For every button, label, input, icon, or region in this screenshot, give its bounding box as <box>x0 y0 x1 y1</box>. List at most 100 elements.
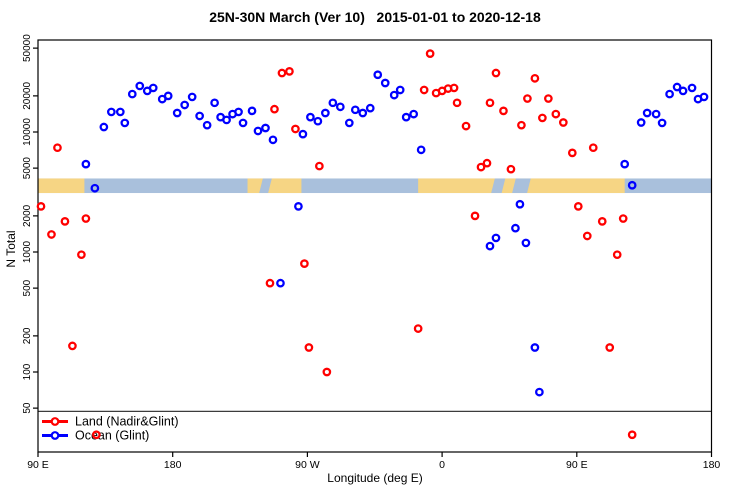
scatter-point-land <box>485 98 495 108</box>
x-tick-label: 90 E <box>566 459 588 471</box>
scatter-point-land <box>60 217 70 226</box>
map-band-water-cut <box>491 178 506 194</box>
y-tick-label: 5000 <box>22 157 33 180</box>
legend-marker <box>50 431 60 440</box>
map-band-land <box>247 178 302 194</box>
scatter-point-land <box>588 143 598 153</box>
scatter-point-land <box>291 124 300 134</box>
scatter-point-ocean <box>172 108 182 118</box>
scatter-point-ocean <box>253 126 263 136</box>
scatter-point-land <box>470 211 480 221</box>
scatter-point-land <box>597 217 607 226</box>
scatter-point-land <box>530 73 540 83</box>
scatter-point-land <box>517 120 526 130</box>
scatter-point-land <box>544 94 553 103</box>
scatter-point-ocean <box>373 70 383 80</box>
scatter-point-ocean <box>511 223 520 233</box>
scatter-point-land <box>491 68 501 78</box>
scatter-point-ocean <box>180 100 190 110</box>
scatter-point-ocean <box>148 83 158 93</box>
scatter-point-ocean <box>365 103 375 113</box>
plot-border <box>37 39 713 453</box>
scatter-point-ocean <box>401 112 411 122</box>
scatter-point-land <box>68 341 77 351</box>
scatter-point-land <box>605 343 615 352</box>
y-tick-label: 10000 <box>22 118 33 146</box>
scatter-point-ocean <box>127 89 137 99</box>
y-tick-label: 100 <box>22 363 33 380</box>
map-band-water-cut <box>259 178 272 194</box>
scatter-point-land <box>285 67 294 76</box>
scatter-point-land <box>482 158 492 168</box>
scatter-point-land <box>627 430 637 440</box>
scatter-point-ocean <box>238 118 248 128</box>
scatter-point-land <box>476 162 486 172</box>
scatter-point-land <box>277 68 287 78</box>
y-tick-label: 20000 <box>22 82 33 110</box>
scatter-point-land <box>538 113 547 123</box>
scatter-point-ocean <box>672 82 682 92</box>
scatter-point-land <box>461 121 471 131</box>
scatter-point-ocean <box>222 115 231 125</box>
scatter-point-land <box>612 250 622 260</box>
scatter-point-ocean <box>306 112 315 122</box>
scatter-point-land <box>449 83 459 93</box>
scatter-point-land <box>265 278 275 288</box>
y-tick-label: 50 <box>22 402 33 414</box>
scatter-point-ocean <box>187 92 197 102</box>
scatter-point-ocean <box>627 180 637 190</box>
scatter-point-ocean <box>115 107 125 117</box>
scatter-point-ocean <box>268 135 278 145</box>
scatter-point-ocean <box>294 202 303 211</box>
scatter-point-land <box>315 161 324 171</box>
scatter-point-ocean <box>335 102 345 112</box>
scatter-point-ocean <box>651 109 661 119</box>
scatter-point-ocean <box>202 120 212 130</box>
scatter-point-ocean <box>389 90 399 100</box>
y-tick-label: 1000 <box>22 240 33 263</box>
scatter-point-land <box>300 259 309 268</box>
scatter-point-land <box>551 109 561 119</box>
scatter-point-ocean <box>135 81 145 91</box>
scatter-point-land <box>36 202 46 211</box>
scatter-point-land <box>270 104 279 114</box>
scatter-point-land <box>573 202 583 211</box>
scatter-point-ocean <box>491 233 501 243</box>
scatter-point-ocean <box>358 108 368 118</box>
scatter-point-ocean <box>99 122 109 132</box>
x-tick-label: 90 W <box>295 459 320 471</box>
scatter-point-ocean <box>344 118 354 128</box>
x-tick-label: 90 E <box>27 459 49 471</box>
scatter-point-ocean <box>636 118 646 127</box>
scatter-point-ocean <box>81 159 91 169</box>
scatter-point-ocean <box>409 109 419 119</box>
scatter-point-land <box>81 214 91 223</box>
y-tick-label: 500 <box>22 279 33 296</box>
scatter-point-ocean <box>530 343 540 352</box>
scatter-point-ocean <box>521 238 531 248</box>
scatter-point-ocean <box>247 106 257 116</box>
map-band-water-cut <box>512 178 531 194</box>
scatter-point-land <box>567 148 577 158</box>
map-band-land <box>38 178 85 194</box>
scatter-point-ocean <box>276 278 285 288</box>
scatter-point-land <box>558 118 568 127</box>
scatter-point-ocean <box>515 199 525 209</box>
scatter-point-ocean <box>657 118 667 128</box>
scatter-point-land <box>413 324 423 333</box>
x-axis-title: Longitude (deg E) <box>327 471 423 485</box>
scatter-point-ocean <box>380 78 390 88</box>
scatter-point-land <box>322 367 332 377</box>
scatter-point-land <box>77 250 86 260</box>
scatter-point-ocean <box>535 387 544 397</box>
scatter-point-ocean <box>106 107 116 117</box>
scatter-point-ocean <box>328 98 338 108</box>
scatter-point-land <box>47 230 56 239</box>
scatter-point-land <box>419 85 429 95</box>
y-axis-title: N Total <box>4 230 18 268</box>
y-tick-label: 200 <box>22 327 33 344</box>
legend-label: Land (Nadir&Glint) <box>75 415 179 429</box>
scatter-point-land <box>304 343 314 352</box>
scatter-point-land <box>425 49 435 58</box>
scatter-point-ocean <box>234 107 243 117</box>
